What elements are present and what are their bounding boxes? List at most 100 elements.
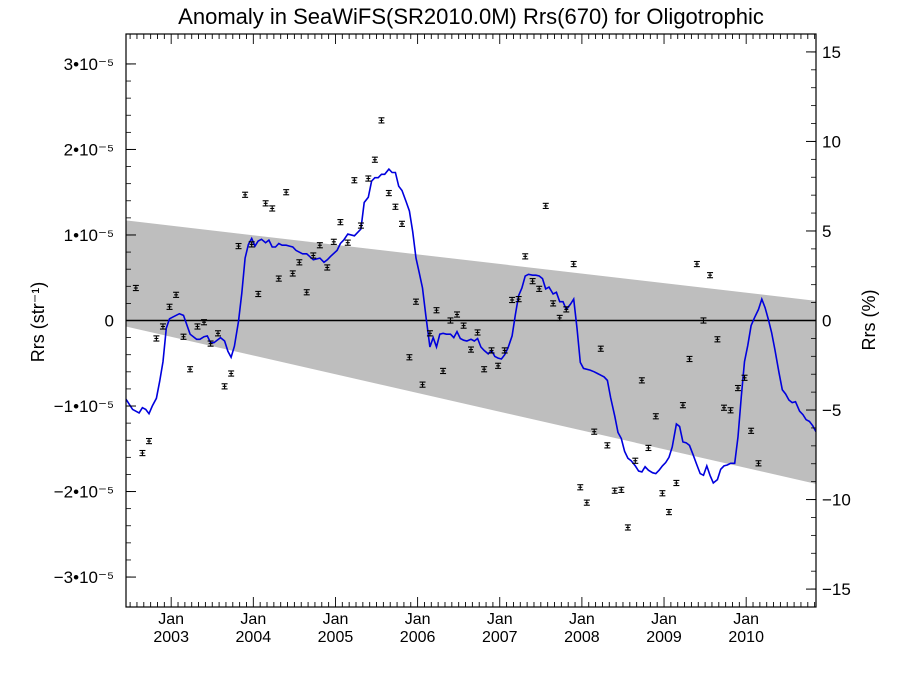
- data-point: [406, 354, 413, 361]
- data-point: [488, 347, 495, 354]
- data-point: [693, 260, 700, 268]
- x-tick-label-month: Jan: [323, 611, 349, 628]
- data-point: [755, 460, 762, 467]
- x-tick-label-month: Jan: [405, 611, 431, 628]
- data-point: [221, 383, 228, 390]
- x-tick-label-year: 2010: [728, 629, 764, 646]
- x-tick-label-month: Jan: [651, 611, 677, 628]
- data-point: [275, 275, 282, 282]
- data-point: [344, 239, 351, 246]
- data-point: [468, 346, 474, 353]
- plot-area: [126, 117, 816, 531]
- data-point: [659, 490, 666, 497]
- data-point: [166, 303, 173, 310]
- data-point: [289, 270, 296, 277]
- x-tick-label-year: 2007: [482, 629, 518, 646]
- x-tick-label-year: 2009: [646, 629, 682, 646]
- x-tick-label-year: 2005: [318, 629, 354, 646]
- data-point: [337, 219, 344, 226]
- data-point: [269, 205, 276, 212]
- y-tick-label-right: −15: [822, 580, 851, 599]
- x-tick-label-year: 2008: [564, 629, 600, 646]
- data-point: [412, 298, 419, 305]
- x-tick-label-year: 2003: [153, 629, 189, 646]
- data-point: [597, 345, 604, 352]
- data-point: [611, 487, 618, 494]
- data-point: [536, 285, 543, 292]
- data-point: [591, 428, 598, 435]
- data-point: [542, 202, 549, 210]
- data-point: [201, 319, 208, 326]
- data-point: [180, 333, 187, 340]
- y-tick-label-right: −10: [822, 491, 851, 510]
- data-point: [700, 317, 707, 324]
- y-axis-title-right: Rrs (%): [859, 290, 879, 351]
- data-point: [139, 449, 146, 457]
- data-point: [509, 296, 516, 304]
- chart-title: Anomaly in SeaWiFS(SR2010.0M) Rrs(670) f…: [178, 4, 764, 29]
- data-point: [132, 284, 139, 292]
- data-point: [262, 200, 269, 207]
- data-point: [357, 222, 364, 229]
- data-point: [378, 117, 385, 124]
- data-point: [146, 437, 152, 445]
- data-point: [665, 508, 672, 516]
- y-tick-label-left: 1•10⁻⁵: [64, 226, 114, 245]
- data-point: [604, 442, 611, 449]
- data-point: [228, 370, 235, 377]
- data-point: [741, 374, 748, 381]
- x-tick-label-month: Jan: [733, 611, 759, 628]
- data-point: [748, 427, 755, 434]
- data-point: [283, 189, 290, 196]
- data-point: [330, 238, 337, 245]
- data-point: [570, 260, 577, 268]
- y-tick-label-right: 5: [822, 222, 831, 241]
- data-point: [522, 253, 529, 260]
- data-point: [460, 322, 467, 329]
- data-point: [583, 499, 590, 506]
- data-point: [371, 156, 378, 163]
- axes: 3•10⁻⁵ 2•10⁻⁵ 1•10⁻⁵ 0 −1•10⁻⁵ −2•10⁻⁵ −3•10⁻⁵…: [54, 33, 851, 646]
- y-tick-label-left: 2•10⁻⁵: [64, 140, 114, 159]
- data-point: [515, 296, 522, 303]
- data-point: [734, 384, 741, 392]
- data-point: [721, 404, 727, 411]
- data-point: [447, 317, 454, 324]
- data-point: [255, 290, 262, 298]
- data-point: [550, 300, 557, 307]
- data-point: [727, 407, 734, 414]
- y-tick-label-left: 3•10⁻⁵: [64, 55, 114, 74]
- data-point: [173, 291, 180, 298]
- data-point: [316, 242, 323, 249]
- data-point: [501, 347, 508, 354]
- y-tick-label-left: −3•10⁻⁵: [54, 568, 114, 587]
- data-point: [686, 355, 693, 363]
- data-point: [194, 323, 201, 330]
- data-point: [577, 484, 584, 491]
- data-point: [207, 340, 214, 347]
- plot-inner: [126, 117, 816, 531]
- data-point: [215, 330, 221, 337]
- data-point: [365, 175, 372, 182]
- data-point: [324, 264, 331, 271]
- data-point: [153, 335, 160, 342]
- data-point: [652, 413, 659, 420]
- data-point: [235, 242, 242, 250]
- y-tick-label-left: −2•10⁻⁵: [54, 483, 114, 502]
- x-tick-label-month: Jan: [569, 611, 595, 628]
- data-point: [707, 272, 714, 279]
- data-point: [159, 323, 166, 330]
- y-tick-label-right: 0: [822, 312, 831, 331]
- data-point: [303, 289, 310, 296]
- data-point: [563, 306, 570, 313]
- data-point: [454, 311, 461, 318]
- x-tick-label-month: Jan: [158, 611, 184, 628]
- data-point: [632, 457, 639, 464]
- data-point: [351, 177, 358, 184]
- y-tick-label-right: 15: [822, 43, 841, 62]
- y-tick-label-left: 0: [105, 312, 114, 331]
- data-point: [481, 366, 488, 373]
- data-point: [392, 203, 399, 210]
- data-point: [248, 241, 255, 248]
